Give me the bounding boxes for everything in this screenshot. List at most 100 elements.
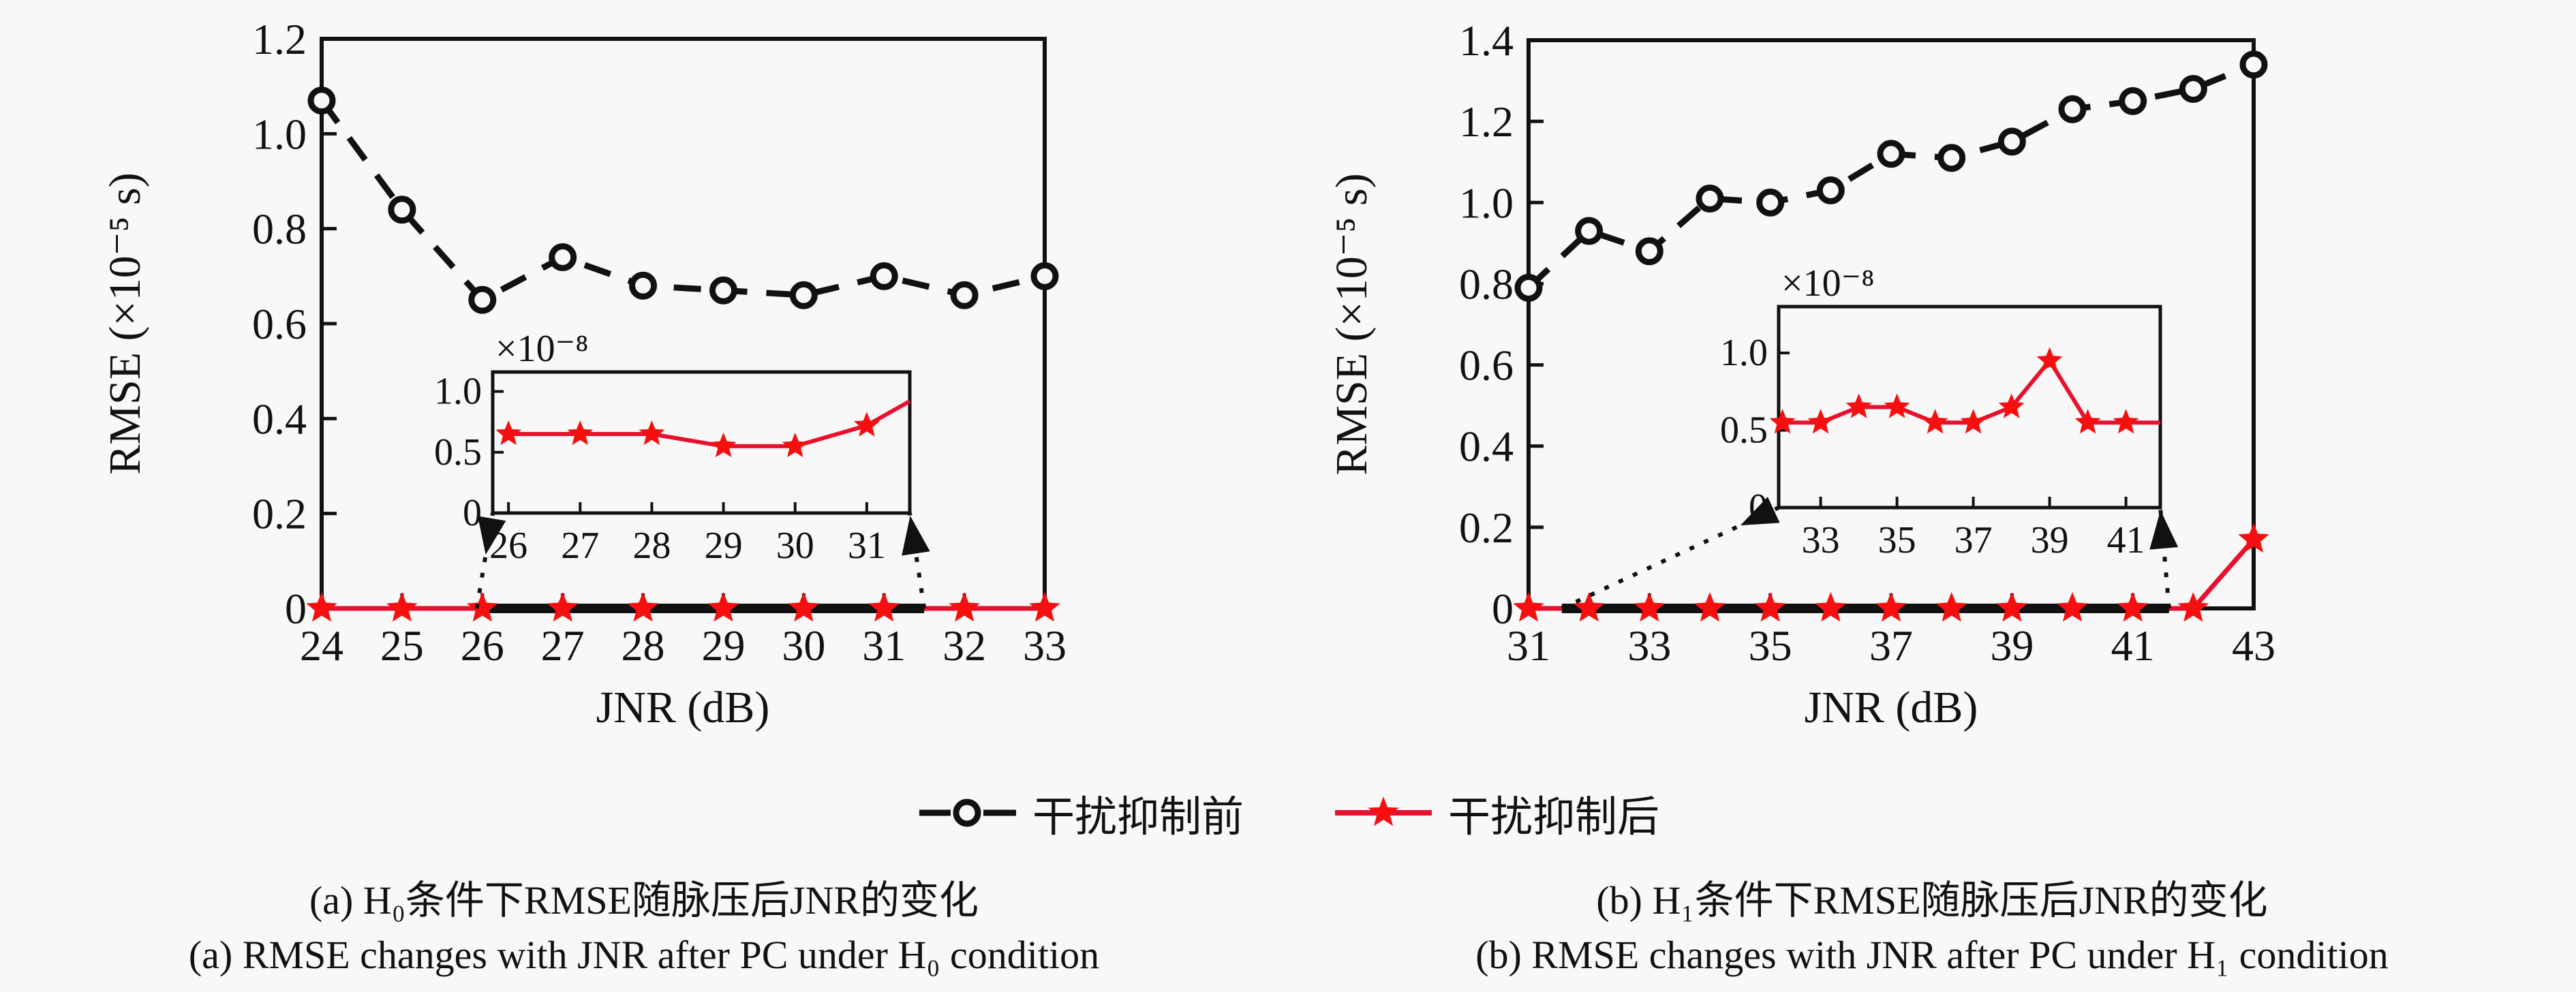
inset-scale-label-b: ×10⁻⁸	[1781, 262, 1875, 305]
circle-marker	[1756, 188, 1785, 217]
y-tick-label: 1.2	[1459, 97, 1514, 146]
caption-a-en: (a) RMSE changes with JNR after PC under…	[188, 933, 1100, 978]
x-tick-label: 31	[1507, 621, 1550, 670]
star-marker	[467, 592, 498, 622]
circle-marker	[950, 281, 979, 309]
circle-marker	[1514, 273, 1543, 302]
star-marker	[1754, 592, 1786, 622]
star-marker	[1573, 592, 1605, 622]
circle-marker	[629, 271, 658, 300]
inset-x-tick-label: 33	[1802, 519, 1840, 561]
plot-border-a	[320, 37, 1047, 610]
star-marker	[547, 592, 579, 622]
star-marker	[306, 592, 337, 622]
inset-x-tick-label: 35	[1878, 519, 1916, 561]
star-marker	[788, 592, 820, 622]
inset-x-tick-label: 31	[848, 525, 886, 567]
y-axis-title-b: RMSE (×10⁻⁵ s)	[1327, 173, 1377, 475]
legend-item-after: 干扰抑制后	[1332, 782, 1659, 843]
inset-border-b	[1777, 305, 2162, 510]
y-tick-label: 0.6	[1459, 341, 1514, 390]
circle-marker	[2058, 95, 2087, 123]
x-tick-label: 43	[2232, 621, 2275, 670]
circle-marker	[789, 281, 818, 309]
legend-label-after: 干扰抑制后	[1448, 794, 1660, 841]
circle-marker	[1575, 217, 1604, 245]
circle-marker	[1816, 176, 1845, 204]
inset-star-marker	[1769, 409, 1796, 434]
legend-label-before: 干扰抑制前	[1032, 794, 1244, 841]
series-before-line-a	[319, 98, 1046, 304]
x-axis-title-b: JNR (dB)	[1805, 683, 1978, 732]
y-tick-label: 0.4	[252, 394, 307, 443]
x-axis-title-a: JNR (dB)	[596, 683, 770, 732]
star-marker	[1634, 592, 1666, 622]
inset-y-tick-label: 0.5	[434, 431, 482, 474]
inset-star-marker	[495, 420, 522, 446]
x-tick-label: 37	[1869, 621, 1913, 670]
x-tick-label: 26	[461, 621, 504, 670]
inset-y-tick-label: 1.0	[1720, 332, 1768, 374]
inset-y-tick-label: 0.5	[1720, 409, 1768, 452]
star-marker	[1996, 592, 2028, 622]
caption-b-en: (b) RMSE changes with JNR after PC under…	[1475, 933, 2389, 978]
y-tick-label: 1.0	[1459, 179, 1514, 227]
star-glyph	[1368, 796, 1399, 826]
inset-star-marker	[2074, 409, 2101, 434]
circle-marker	[1937, 144, 1966, 172]
star-marker	[949, 592, 980, 622]
x-tick-label: 39	[1990, 621, 2034, 670]
legend-item-before: 干扰抑制前	[917, 782, 1244, 843]
dashed-circle-legend-icon	[919, 799, 1016, 827]
callout-arrow	[478, 516, 506, 555]
inset-scale-label-a: ×10⁻⁸	[495, 328, 589, 370]
x-tick-label: 32	[942, 621, 986, 670]
y-tick-label: 0.8	[252, 205, 307, 253]
caption-b: (b) H₁条件下RMSE随脉压后JNR的变化 (b) RMSE changes…	[1288, 873, 2576, 982]
inset-x-tick-label: 27	[561, 525, 599, 567]
inset-star-marker	[853, 412, 880, 437]
inset-star-marker	[639, 420, 665, 446]
x-tick-label: 41	[2111, 621, 2155, 670]
inset-y-tick-label: 0	[1749, 486, 1768, 529]
x-tick-label: 30	[782, 621, 825, 670]
circle-marker	[307, 87, 336, 115]
y-tick-label: 0.6	[252, 300, 307, 348]
inset-x-tick-label: 28	[632, 525, 671, 567]
y-tick-label: 1.4	[1459, 16, 1514, 65]
inset-star-marker	[1884, 393, 1910, 418]
star-marker	[1935, 592, 1967, 622]
y-tick-label: 0.8	[1459, 260, 1514, 308]
inset-star-marker	[1807, 409, 1834, 434]
captions: (a) H₀条件下RMSE随脉压后JNR的变化 (a) RMSE changes…	[0, 873, 2576, 982]
inset-star-marker	[567, 420, 594, 446]
y-axis-title-a: RMSE (×10⁻⁵ s)	[100, 172, 150, 474]
red-star-legend-icon	[1335, 796, 1432, 826]
circle-marker	[2179, 74, 2207, 103]
callout-arrow	[2149, 510, 2179, 550]
x-tick-label: 35	[1749, 621, 1792, 670]
inset-star-marker	[1998, 393, 2025, 418]
x-tick-label: 25	[380, 621, 424, 670]
inset-x-tick-label: 37	[1954, 519, 1993, 561]
callout-line	[2158, 507, 2171, 609]
x-tick-label: 27	[541, 621, 585, 670]
star-marker	[2177, 592, 2209, 622]
caption-b-zh: (b) H₁条件下RMSE随脉压后JNR的变化	[1596, 878, 2268, 923]
x-tick-label: 31	[862, 621, 906, 670]
circle-marker	[1696, 184, 1724, 213]
x-tick-label: 28	[622, 621, 665, 670]
inset-star-marker	[710, 432, 737, 457]
inset-star-marker	[782, 432, 808, 457]
inset-x-tick-label: 41	[2107, 519, 2145, 561]
x-tick-label: 24	[300, 621, 343, 670]
chart-a: 24 25 26 27 28 29 30 31 32 33 0 0.2 0.4 0.6 0.8 1.0 1.2 J…	[100, 15, 1067, 732]
circle-marker	[388, 196, 416, 224]
inset-y-tick-label: 0	[463, 492, 482, 534]
y-tick-label: 0.2	[252, 490, 307, 538]
inset-star-marker	[1960, 409, 1987, 434]
star-marker	[1694, 592, 1726, 622]
circle-marker	[468, 285, 497, 314]
circle-marker	[1030, 262, 1059, 290]
inset-star-marker	[2036, 347, 2063, 372]
